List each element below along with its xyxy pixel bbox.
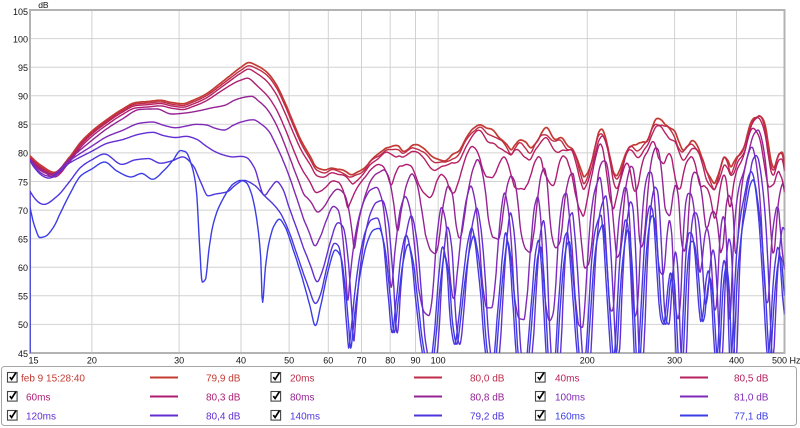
svg-text:120ms: 120ms: [26, 411, 56, 422]
svg-text:80,8 dB: 80,8 dB: [470, 392, 505, 403]
svg-text:50: 50: [18, 320, 28, 330]
svg-text:80ms: 80ms: [290, 392, 314, 403]
svg-text:feb 9 15:28:40: feb 9 15:28:40: [21, 373, 85, 384]
svg-text:Hz: Hz: [790, 355, 800, 365]
svg-text:95: 95: [18, 63, 28, 73]
svg-text:40: 40: [236, 355, 246, 365]
svg-text:55: 55: [18, 292, 28, 302]
svg-text:60: 60: [323, 355, 333, 365]
svg-text:80: 80: [385, 355, 395, 365]
svg-text:81,0 dB: 81,0 dB: [734, 392, 769, 403]
svg-text:40ms: 40ms: [555, 373, 579, 384]
svg-text:300: 300: [667, 355, 682, 365]
svg-text:80,4 dB: 80,4 dB: [206, 411, 241, 422]
svg-text:80,0 dB: 80,0 dB: [470, 373, 505, 384]
svg-text:80,5 dB: 80,5 dB: [734, 373, 769, 384]
svg-text:140ms: 140ms: [290, 411, 320, 422]
svg-text:79,9 dB: 79,9 dB: [206, 373, 241, 384]
svg-text:20: 20: [87, 355, 97, 365]
svg-text:85: 85: [18, 120, 28, 130]
svg-text:75: 75: [18, 177, 28, 187]
svg-text:160ms: 160ms: [555, 411, 585, 422]
svg-text:100ms: 100ms: [555, 392, 585, 403]
svg-text:60: 60: [18, 263, 28, 273]
svg-text:79,2 dB: 79,2 dB: [470, 411, 505, 422]
svg-text:90: 90: [18, 92, 28, 102]
svg-text:80: 80: [18, 149, 28, 159]
svg-text:100: 100: [431, 355, 446, 365]
svg-text:400: 400: [729, 355, 744, 365]
svg-text:45: 45: [18, 349, 28, 359]
svg-text:200: 200: [580, 355, 595, 365]
svg-text:dB: dB: [38, 0, 49, 10]
svg-text:50: 50: [284, 355, 294, 365]
svg-text:100: 100: [13, 34, 28, 44]
svg-text:77,1 dB: 77,1 dB: [734, 411, 769, 422]
svg-text:15: 15: [28, 355, 38, 365]
svg-text:80,3 dB: 80,3 dB: [206, 392, 241, 403]
svg-text:500: 500: [772, 355, 787, 365]
svg-text:30: 30: [174, 355, 184, 365]
svg-text:20ms: 20ms: [290, 373, 314, 384]
svg-text:70: 70: [18, 206, 28, 216]
svg-text:70: 70: [356, 355, 366, 365]
svg-text:60ms: 60ms: [26, 392, 50, 403]
svg-text:90: 90: [410, 355, 420, 365]
svg-text:65: 65: [18, 235, 28, 245]
svg-text:105: 105: [13, 7, 28, 17]
